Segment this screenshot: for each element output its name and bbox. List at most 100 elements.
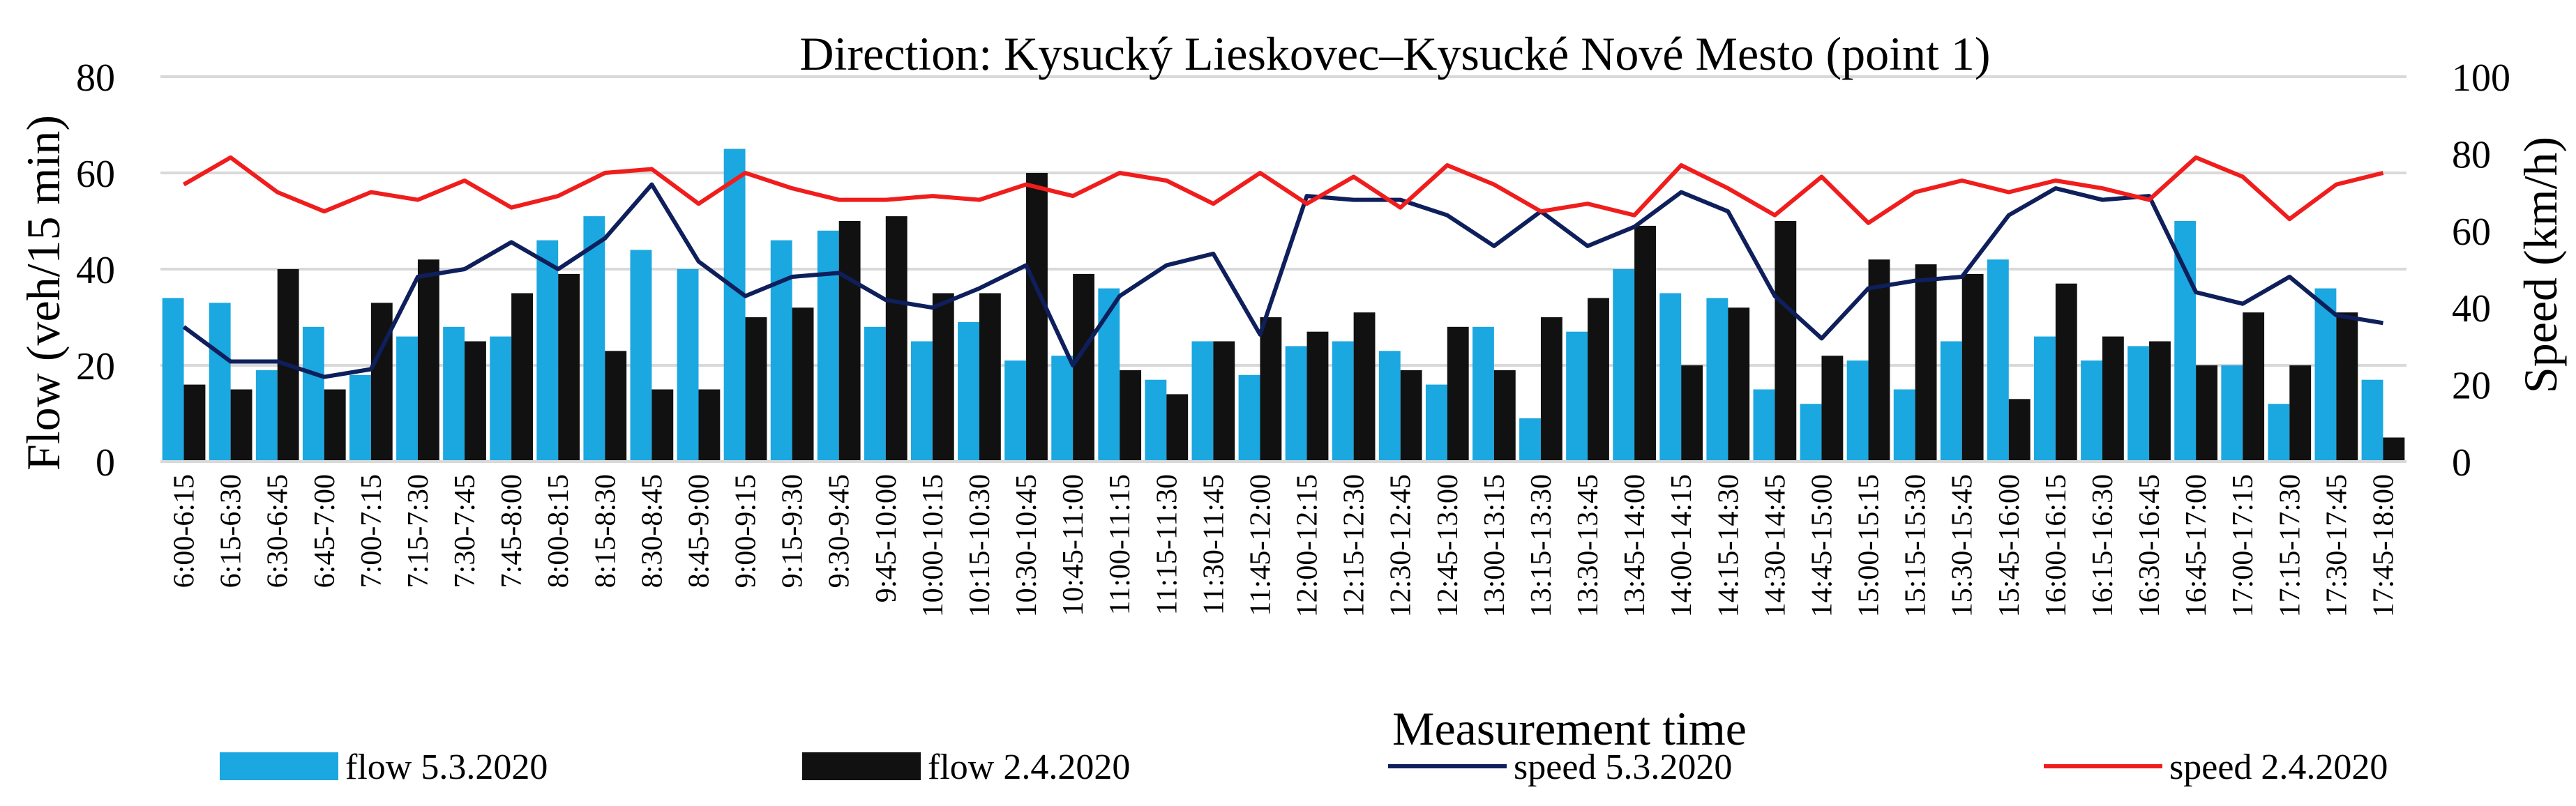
x-tick-label: 17:00-17:15	[2227, 474, 2259, 617]
bar-flow-5-3-2020	[209, 303, 231, 462]
bar-flow-2-4-2020	[885, 216, 907, 462]
x-tick-label: 17:30-17:45	[2321, 474, 2353, 617]
bar-flow-5-3-2020	[1566, 331, 1588, 462]
bar-flow-5-3-2020	[1519, 418, 1541, 462]
bar-flow-5-3-2020	[2268, 404, 2290, 462]
bar-flow-5-3-2020	[2127, 346, 2150, 462]
x-tick-label: 6:30-6:45	[262, 474, 294, 588]
x-tick-label: 8:30-8:45	[636, 474, 668, 588]
x-tick-label: 13:30-13:45	[1572, 474, 1604, 617]
bar-flow-2-4-2020	[370, 303, 393, 462]
bar-flow-5-3-2020	[349, 374, 371, 462]
bar-flow-5-3-2020	[630, 250, 652, 462]
bar-flow-2-4-2020	[1868, 259, 1890, 462]
y-axis-label: Flow (veh/15 min)	[17, 115, 70, 471]
bar-flow-2-4-2020	[324, 389, 346, 462]
bar-flow-5-3-2020	[1098, 288, 1120, 462]
bar-flow-5-3-2020	[1238, 374, 1260, 462]
x-tick-label: 12:30-12:45	[1385, 474, 1417, 617]
x-tick-label: 7:15-7:30	[402, 474, 435, 588]
y-tick-label: 80	[76, 56, 115, 100]
y2-tick-label: 100	[2452, 56, 2510, 100]
x-tick-label: 14:00-14:15	[1666, 474, 1698, 617]
bar-flow-2-4-2020	[2149, 341, 2171, 462]
x-tick-label: 7:45-8:00	[496, 474, 528, 588]
bar-flow-5-3-2020	[2221, 365, 2243, 462]
bar-flow-2-4-2020	[1400, 370, 1422, 462]
x-tick-label: 16:00-16:15	[2040, 474, 2072, 617]
x-tick-label: 12:45-13:00	[1432, 474, 1464, 617]
bar-flow-2-4-2020	[1775, 221, 1797, 462]
x-tick-label: 9:00-9:15	[730, 474, 762, 588]
lines	[182, 155, 2384, 379]
bar-flow-2-4-2020	[1120, 370, 1142, 462]
bar-flow-2-4-2020	[1353, 312, 1376, 462]
legend-label: speed 5.3.2020	[1514, 747, 1732, 787]
bar-flow-5-3-2020	[490, 336, 512, 462]
legend-swatch	[802, 752, 921, 780]
line-speed-5-3-2020	[182, 182, 2383, 379]
bar-flow-5-3-2020	[1191, 341, 1214, 462]
y2-tick-label: 0	[2452, 441, 2471, 485]
x-tick-label: 9:45-10:00	[871, 474, 903, 602]
bar-flow-5-3-2020	[302, 326, 324, 462]
bar-flow-2-4-2020	[1447, 326, 1469, 462]
x-tick-label: 10:30-10:45	[1011, 474, 1043, 617]
bar-flow-2-4-2020	[2055, 283, 2077, 462]
bar-flow-2-4-2020	[2383, 437, 2405, 462]
bar-flow-2-4-2020	[1166, 394, 1189, 462]
bar-flow-2-4-2020	[792, 307, 814, 462]
x-axis-label: Measurement time	[1392, 702, 1747, 755]
x-tick-label: 11:00-11:15	[1104, 474, 1136, 615]
x-tick-label: 11:45-12:00	[1245, 474, 1277, 616]
y2-tick-label: 60	[2452, 211, 2491, 254]
line-speed-2-4-2020	[183, 155, 2384, 225]
bar-flow-2-4-2020	[417, 259, 439, 462]
bar-flow-5-3-2020	[1940, 341, 1962, 462]
x-tick-label: 12:15-12:30	[1339, 474, 1371, 617]
bar-flow-5-3-2020	[770, 240, 792, 462]
bar-flow-2-4-2020	[1213, 341, 1235, 462]
bar-flow-5-3-2020	[583, 216, 605, 462]
bar-flow-2-4-2020	[605, 351, 627, 462]
bar-flow-2-4-2020	[838, 221, 861, 462]
bar-flow-2-4-2020	[1306, 331, 1329, 462]
bar-flow-5-3-2020	[1987, 259, 2009, 462]
bar-flow-2-4-2020	[1961, 273, 1984, 462]
bar-flow-2-4-2020	[698, 389, 721, 462]
bar-flow-5-3-2020	[911, 341, 933, 462]
x-tick-label: 8:45-9:00	[684, 474, 716, 588]
bar-flow-5-3-2020	[1706, 298, 1728, 462]
x-tick-label: 17:45-18:00	[2368, 474, 2400, 617]
bar-flow-2-4-2020	[1681, 365, 1703, 462]
bar-flow-5-3-2020	[2361, 379, 2383, 462]
bar-flow-5-3-2020	[2034, 336, 2056, 462]
bar-flow-2-4-2020	[1821, 356, 1844, 462]
x-tick-label: 10:00-10:15	[917, 474, 949, 617]
bar-flow-2-4-2020	[2336, 312, 2358, 462]
x-tick-label: 14:30-14:45	[1759, 474, 1791, 617]
bar-flow-5-3-2020	[1051, 356, 1074, 462]
x-tick-label: 14:15-14:30	[1712, 474, 1745, 617]
x-tick-label: 9:30-9:45	[824, 474, 856, 588]
bar-flow-2-4-2020	[1026, 173, 1048, 462]
axes: 0 20 40 60 80 0 20 40 60 80 100 6:00-6:15 6:15-6:30 6…	[76, 56, 2510, 617]
legend-label: flow 5.3.2020	[345, 747, 548, 787]
legend-label: flow 2.4.2020	[928, 747, 1130, 787]
bar-flow-5-3-2020	[1285, 346, 1307, 462]
bar-flow-5-3-2020	[2174, 221, 2197, 462]
x-tick-label: 17:15-17:30	[2274, 474, 2306, 617]
legend-swatch	[220, 752, 338, 780]
bar-flow-2-4-2020	[651, 389, 674, 462]
bar-flow-2-4-2020	[979, 293, 1001, 462]
chart-title: Direction: Kysucký Lieskovec–Kysucké Nov…	[799, 27, 1990, 80]
bar-flow-2-4-2020	[1493, 370, 1516, 462]
y2-tick-label: 80	[2452, 133, 2491, 176]
bars	[162, 149, 2405, 462]
bar-flow-5-3-2020	[1472, 326, 1494, 462]
bar-flow-5-3-2020	[723, 149, 746, 462]
bar-flow-2-4-2020	[1728, 307, 1750, 462]
x-tick-label: 10:45-11:00	[1057, 474, 1090, 616]
x-tick-label: 6:15-6:30	[216, 474, 248, 588]
